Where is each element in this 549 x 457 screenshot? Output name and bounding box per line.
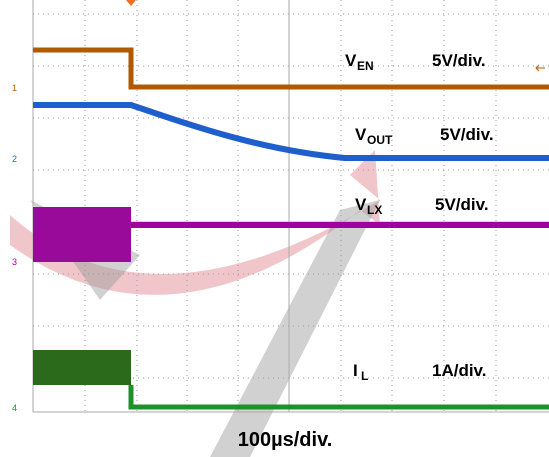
channel-symbol: V <box>355 195 367 214</box>
level-marker <box>535 64 545 72</box>
trigger-marker <box>126 0 136 6</box>
channel-marker: 1 <box>12 83 17 93</box>
channel-symbol: V <box>355 125 367 144</box>
channel-scale: 5V/div. <box>435 195 489 214</box>
trace-lx-switching <box>33 207 131 262</box>
channel-subscript: LX <box>367 203 382 217</box>
channel-scale: 1A/div. <box>432 361 486 380</box>
trace-il <box>128 385 549 410</box>
trace-en <box>33 47 549 90</box>
timebase: 100µs/div. <box>238 429 333 451</box>
channel-scale: 5V/div. <box>440 125 494 144</box>
channel-marker: 3 <box>12 257 17 267</box>
channel-subscript: OUT <box>367 133 393 147</box>
channel-symbol: I <box>353 361 358 380</box>
channel-subscript: EN <box>357 59 374 73</box>
channel-marker: 2 <box>12 154 17 164</box>
channel-symbol: V <box>345 51 357 70</box>
trace-out <box>33 102 549 161</box>
watermark-shape <box>30 200 380 457</box>
channel-marker: 4 <box>12 403 17 413</box>
channel-scale: 5V/div. <box>432 51 486 70</box>
channel-subscript: L <box>361 369 368 383</box>
trace-il-ripple <box>33 350 131 385</box>
